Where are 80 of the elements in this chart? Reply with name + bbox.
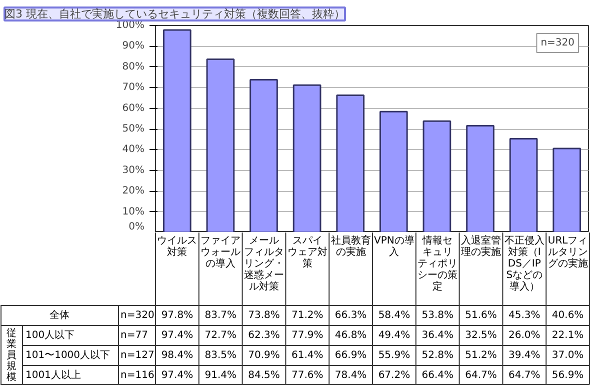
text: 100人以下 bbox=[26, 329, 75, 341]
x-tick-label: ファイアウォールの導入 bbox=[200, 236, 241, 270]
data-label: 83.7% bbox=[204, 310, 236, 321]
x-tick-label: ウイルス対策 bbox=[157, 236, 198, 258]
text: 66.9% bbox=[334, 350, 367, 361]
annotation: n=320 bbox=[540, 38, 575, 48]
text: 64.7% bbox=[465, 370, 497, 381]
text: 84.5% bbox=[248, 370, 280, 381]
y-tick-label: 0% bbox=[128, 222, 145, 232]
x-tick-label: 入退室管理の実施 bbox=[461, 234, 501, 258]
text: 101〜1000人以下 bbox=[26, 349, 110, 361]
text: 97.4% bbox=[161, 330, 194, 341]
text: 55.9% bbox=[378, 350, 410, 361]
x-tick-label: 不正侵入対策（IDS／IPSなどの導入） bbox=[504, 234, 544, 293]
x-tick-label: URLフィルタリングの実施 bbox=[548, 236, 588, 270]
text: 77.9% bbox=[292, 330, 324, 341]
y-tick-label: 30% bbox=[122, 164, 145, 176]
text: 1001人以上 bbox=[26, 369, 81, 381]
text: 91.4% bbox=[204, 370, 236, 381]
text: 37.0% bbox=[552, 350, 584, 361]
text: 98.4% bbox=[161, 350, 194, 361]
bar bbox=[162, 29, 192, 232]
text: 49.4% bbox=[378, 330, 410, 341]
y-tick-label: 70% bbox=[122, 82, 145, 94]
text: n=116 bbox=[120, 370, 154, 381]
text: n=127 bbox=[120, 350, 154, 361]
text: 77.6% bbox=[292, 370, 324, 381]
text: 32.5% bbox=[465, 330, 497, 341]
x-tick-label: スパイウェア対策 bbox=[287, 236, 328, 270]
text: 52.8% bbox=[422, 350, 454, 361]
data-label: 66.3% bbox=[334, 310, 367, 321]
y-tick-label: 90% bbox=[122, 40, 145, 52]
text: 36.4% bbox=[422, 330, 454, 341]
x-tick-label: 情報セキュリティポリシーの策定 bbox=[418, 234, 458, 293]
text: 56.9% bbox=[552, 370, 584, 381]
text: 62.3% bbox=[248, 330, 280, 341]
x-tick-label: メールフィルタリング・迷惑メール対策 bbox=[244, 236, 284, 293]
text: 26.0% bbox=[508, 330, 540, 341]
text: 66.4% bbox=[422, 370, 454, 381]
text: 61.4% bbox=[292, 350, 324, 361]
text: 67.2% bbox=[378, 370, 410, 381]
data-label: 58.4% bbox=[378, 310, 410, 321]
data-label: 51.6% bbox=[465, 310, 497, 321]
text: 72.7% bbox=[204, 330, 236, 341]
data-label: 53.8% bbox=[422, 310, 454, 321]
bar bbox=[509, 138, 538, 232]
bar bbox=[379, 110, 408, 232]
text: 従業員規模 bbox=[6, 327, 16, 383]
text: n=320 bbox=[120, 310, 154, 321]
text: 39.4% bbox=[508, 350, 540, 361]
text: 83.5% bbox=[204, 350, 236, 361]
text: 51.2% bbox=[465, 350, 497, 361]
text: 全体 bbox=[50, 309, 70, 321]
bar bbox=[552, 148, 582, 232]
bar bbox=[206, 58, 235, 232]
text: 46.8% bbox=[334, 330, 367, 341]
y-tick-label: 20% bbox=[122, 186, 145, 197]
y-tick-label: 40% bbox=[122, 144, 145, 156]
x-tick-label: 社員教育の実施 bbox=[330, 234, 371, 258]
y-tick-label: 10% bbox=[122, 206, 145, 218]
text: 78.4% bbox=[334, 370, 367, 381]
text: 97.4% bbox=[161, 370, 194, 381]
y-tick-label: 80% bbox=[122, 61, 145, 72]
y-tick-label: 60% bbox=[122, 102, 145, 114]
data-label: 40.6% bbox=[552, 310, 584, 321]
bar bbox=[336, 94, 365, 232]
text: 70.9% bbox=[248, 350, 280, 361]
bar bbox=[466, 124, 494, 232]
x-tick-label: VPNの導入 bbox=[374, 234, 414, 258]
bar bbox=[250, 78, 278, 232]
text: n=77 bbox=[120, 330, 148, 341]
bar bbox=[422, 120, 452, 232]
data-label: 73.8% bbox=[248, 310, 280, 321]
text: 64.7% bbox=[508, 370, 540, 381]
bar bbox=[292, 84, 322, 232]
data-label: 45.3% bbox=[508, 310, 540, 321]
data-label: 97.8% bbox=[161, 310, 194, 321]
text: 22.1% bbox=[552, 330, 584, 341]
y-tick-label: 50% bbox=[122, 124, 145, 134]
data-label: 71.2% bbox=[292, 310, 324, 321]
